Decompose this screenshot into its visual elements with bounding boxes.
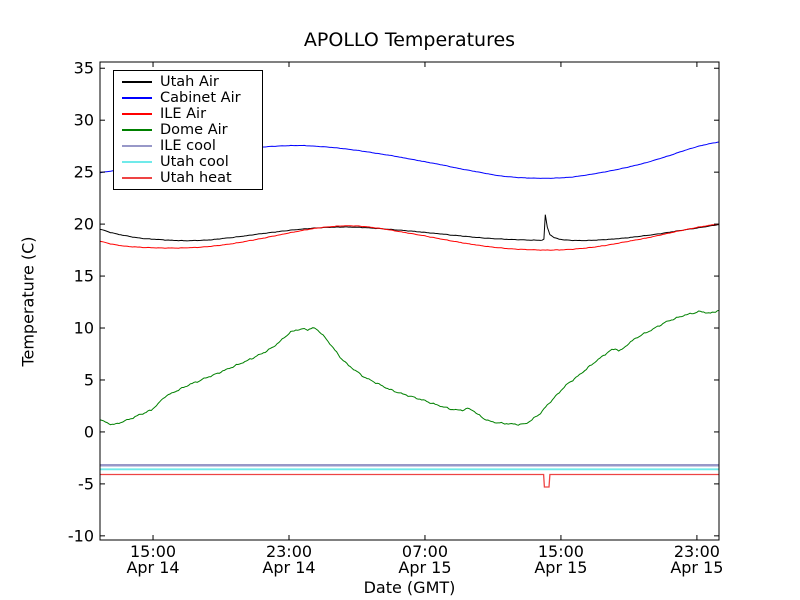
legend-item-label: Utah Air	[160, 73, 219, 90]
y-tick-label: 10	[74, 319, 94, 338]
x-tick-label-date: Apr 15	[398, 558, 451, 577]
x-tick-label-time: 23:00	[674, 542, 720, 561]
x-tick-label-time: 07:00	[402, 542, 448, 561]
y-tick-label: 15	[74, 267, 94, 286]
legend-line-swatch	[122, 129, 152, 131]
y-tick-label: 25	[74, 163, 94, 182]
y-tick-label: 35	[74, 59, 94, 78]
legend-item-label: ILE cool	[160, 137, 216, 154]
legend-item-label: Utah heat	[160, 169, 232, 186]
legend-item: Utah Air	[122, 73, 262, 90]
legend-line-swatch	[122, 113, 152, 115]
series-line-utah-air	[100, 214, 719, 242]
legend-line-swatch	[122, 161, 152, 163]
series-line-dome-air	[100, 309, 719, 426]
x-tick-label-time: 15:00	[538, 542, 584, 561]
y-tick-label: 0	[84, 422, 94, 441]
series-line-ile-air	[100, 223, 719, 251]
y-tick-label: 5	[84, 370, 94, 389]
y-tick-label: 20	[74, 215, 94, 234]
legend-item: ILE Air	[122, 105, 262, 122]
series-group	[100, 141, 719, 488]
legend-line-swatch	[122, 144, 152, 148]
legend: Utah Air Cabinet Air ILE Air Dome Air ILE co…	[113, 70, 263, 190]
legend-item: Utah heat	[122, 169, 262, 186]
legend-item-label: Utah cool	[160, 153, 229, 170]
x-tick-label-time: 23:00	[266, 542, 312, 561]
legend-line-swatch	[122, 97, 152, 99]
legend-line-swatch	[122, 177, 152, 179]
x-axis-label: Date (GMT)	[363, 578, 456, 597]
series-line-utah-heat	[100, 473, 719, 488]
y-tick-label: -10	[68, 526, 94, 545]
legend-item-label: Cabinet Air	[160, 89, 241, 106]
chart-title: APOLLO Temperatures	[303, 29, 516, 51]
legend-item: Cabinet Air	[122, 89, 262, 106]
y-tick-label: 30	[74, 111, 94, 130]
legend-item-label: Dome Air	[160, 121, 228, 138]
axes-frame	[99, 61, 720, 541]
legend-item: ILE cool	[122, 137, 262, 154]
x-tick-label-date: Apr 14	[126, 558, 179, 577]
legend-item: Utah cool	[122, 153, 262, 170]
legend-item: Dome Air	[122, 121, 262, 138]
x-tick-label-date: Apr 14	[262, 558, 315, 577]
y-tick-label: -5	[78, 474, 94, 493]
x-tick-label-date: Apr 15	[534, 558, 587, 577]
legend-item-label: ILE Air	[160, 105, 207, 122]
x-tick-label-date: Apr 15	[670, 558, 723, 577]
legend-line-swatch	[122, 81, 152, 83]
x-tick-label-time: 15:00	[130, 542, 176, 561]
